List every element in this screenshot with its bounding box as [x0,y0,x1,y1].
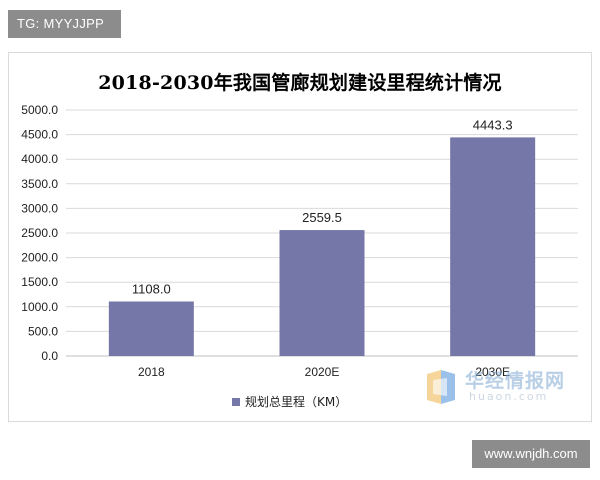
bar [450,137,536,356]
data-label: 1108.0 [132,281,171,296]
y-tick-label: 2000.0 [21,251,58,265]
y-tick-label: 4000.0 [21,152,58,166]
bar [279,230,365,356]
y-tick-label: 1000.0 [21,300,58,314]
y-tick-label: 0.0 [41,349,58,363]
data-label: 2559.5 [302,210,342,225]
huajing-logo-icon [427,370,455,404]
y-tick-label: 2500.0 [21,226,58,240]
chart-title: 2018-2030年我国管廊规划建设里程统计情况 [98,72,502,94]
watermark-cn: 华经情报网 [465,370,566,392]
x-tick-label: 2018 [138,365,165,379]
y-tick-label: 3500.0 [21,177,58,191]
x-tick-label: 2020E [305,365,340,379]
watermark-en: huaon.com [469,390,549,403]
overlay-tag: TG: MYYJJPP [8,10,121,38]
y-tick-label: 1500.0 [21,275,58,289]
y-tick-label: 4500.0 [21,128,58,142]
legend-label: 规划总里程（KM） [245,394,347,409]
watermark: 华经情报网 huaon.com [425,366,575,406]
x-tick-label: 2030E [475,365,510,379]
site-tag: www.wnjdh.com [472,440,590,468]
y-tick-label: 500.0 [28,324,58,338]
y-tick-label: 3000.0 [21,201,58,215]
bar [108,301,194,356]
y-tick-label: 5000.0 [21,103,58,117]
data-label: 4443.3 [473,117,513,132]
legend-swatch [232,398,240,406]
